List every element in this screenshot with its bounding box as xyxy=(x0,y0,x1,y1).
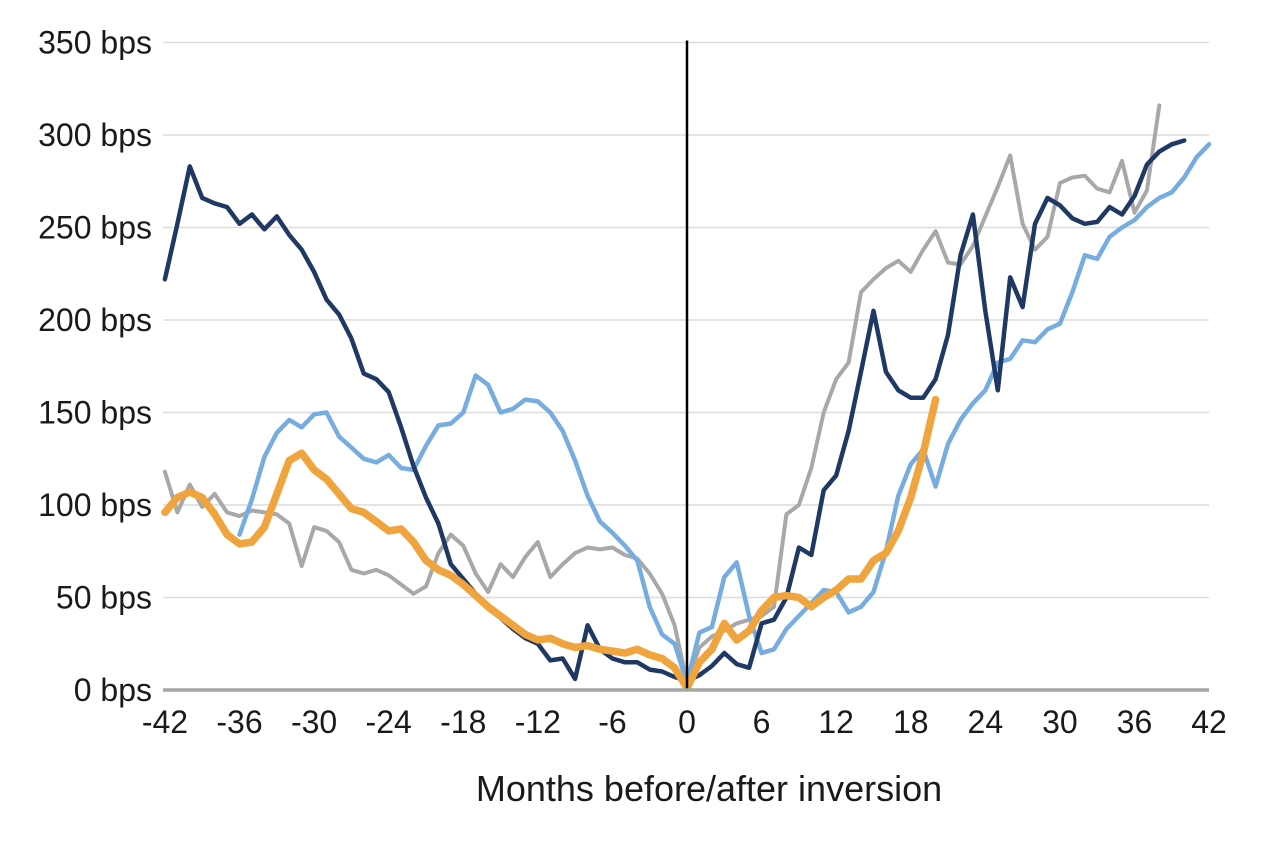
x-tick-label: -6 xyxy=(598,704,626,740)
x-axis-labels: -42 -36 -30 -24 -18 -12 -6 0 6 12 18 24 30 36 42 xyxy=(142,704,1227,740)
x-tick-label: 30 xyxy=(1042,704,1078,740)
x-tick-label: 18 xyxy=(893,704,929,740)
series-line-orange-current-episode xyxy=(161,395,940,692)
x-tick-label: 0 xyxy=(678,704,696,740)
y-tick-label: 100 bps xyxy=(38,487,152,523)
x-tick-label: -36 xyxy=(216,704,262,740)
y-tick-label: 250 bps xyxy=(38,210,152,246)
x-tick-label: 6 xyxy=(753,704,771,740)
y-tick-label: 0 bps xyxy=(74,672,152,708)
y-axis-labels: 0 bps 50 bps 100 bps 150 bps 200 bps 250 bps 3… xyxy=(38,25,152,709)
x-tick-label: -24 xyxy=(366,704,412,740)
series-line-navy-episode xyxy=(162,138,1187,684)
y-tick-label: 150 bps xyxy=(38,395,152,431)
x-tick-label: 42 xyxy=(1191,704,1227,740)
y-tick-label: 300 bps xyxy=(38,117,152,153)
x-tick-label: 12 xyxy=(818,704,854,740)
series-line-light-blue-episode xyxy=(237,142,1212,685)
x-tick-label: -12 xyxy=(515,704,561,740)
x-tick-label: -30 xyxy=(291,704,337,740)
series-lines xyxy=(161,103,1212,692)
y-tick-label: 200 bps xyxy=(38,302,152,338)
x-tick-label: -42 xyxy=(142,704,188,740)
x-tick-label: 36 xyxy=(1117,704,1153,740)
series-line-gray-episode xyxy=(162,103,1162,685)
y-tick-label: 350 bps xyxy=(38,25,152,61)
axes xyxy=(163,40,1209,692)
x-tick-label: 24 xyxy=(968,704,1004,740)
y-tick-label: 50 bps xyxy=(56,580,152,616)
x-tick-label: -18 xyxy=(440,704,486,740)
x-axis-title: Months before/after inversion xyxy=(476,768,942,809)
